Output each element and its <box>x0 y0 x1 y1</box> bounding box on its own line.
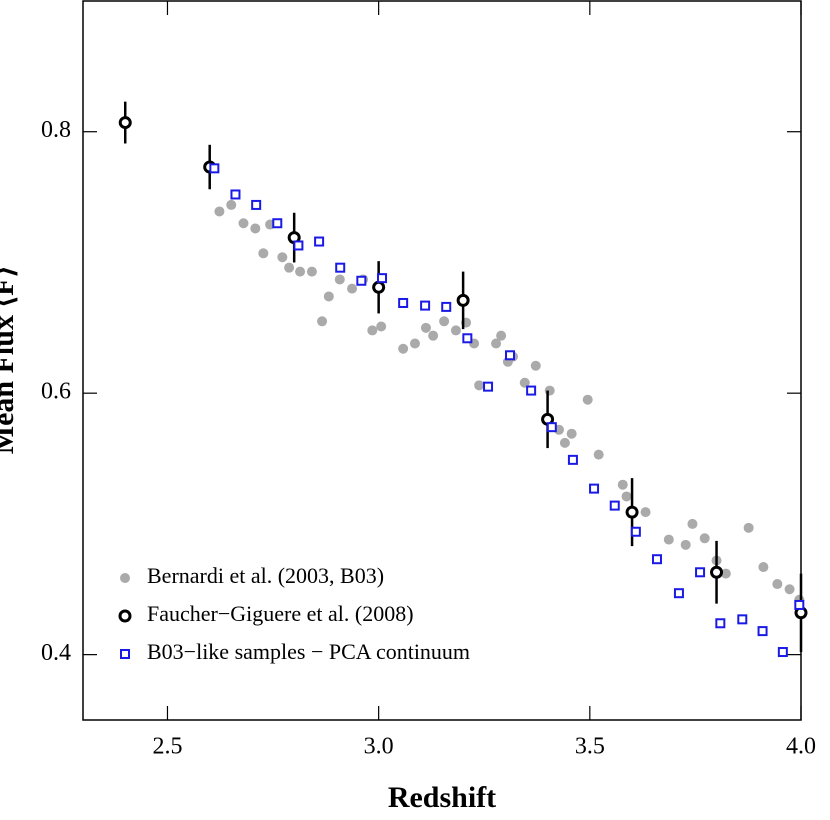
point <box>617 479 628 490</box>
point <box>737 614 748 625</box>
point <box>462 333 473 344</box>
point <box>209 163 220 174</box>
point <box>376 321 387 332</box>
legend-marker <box>120 573 130 583</box>
y-tick-label: 0.4 <box>41 640 71 666</box>
point <box>377 273 388 284</box>
x-tick-label: 4.0 <box>786 734 816 760</box>
point <box>777 647 788 658</box>
point <box>323 291 334 302</box>
point <box>530 360 541 371</box>
point <box>238 218 249 229</box>
point <box>272 218 283 229</box>
point <box>710 565 724 579</box>
point <box>526 385 537 396</box>
point <box>372 280 386 294</box>
point <box>250 223 261 234</box>
point <box>409 338 420 349</box>
point <box>334 274 345 285</box>
point <box>544 385 555 396</box>
point <box>226 199 237 210</box>
point <box>673 588 684 599</box>
point <box>474 380 485 391</box>
point <box>743 522 754 533</box>
point <box>699 533 710 544</box>
point <box>559 437 570 448</box>
point <box>504 350 515 361</box>
legend-marker <box>118 609 132 623</box>
point <box>680 539 691 550</box>
point <box>317 316 328 327</box>
point <box>293 240 304 251</box>
point <box>589 483 600 494</box>
plot-frame <box>82 0 802 721</box>
point <box>720 568 731 579</box>
point <box>450 325 461 336</box>
point <box>772 579 783 590</box>
point <box>456 293 470 307</box>
point <box>258 248 269 259</box>
point <box>428 330 439 341</box>
point <box>757 626 768 637</box>
point <box>295 266 306 277</box>
point <box>398 297 409 308</box>
point <box>546 422 557 433</box>
point <box>519 377 530 388</box>
point <box>367 325 378 336</box>
point <box>496 330 507 341</box>
point <box>214 206 225 217</box>
point <box>715 618 726 629</box>
point <box>663 534 674 545</box>
point <box>794 599 805 610</box>
point <box>118 116 132 130</box>
point <box>251 199 262 210</box>
point <box>784 584 795 595</box>
point <box>335 262 346 273</box>
point <box>566 428 577 439</box>
y-tick-label: 0.6 <box>41 379 71 405</box>
x-axis-label: Redshift <box>388 781 496 814</box>
point <box>625 505 639 519</box>
point <box>420 322 431 333</box>
point <box>398 343 409 354</box>
x-tick-label: 3.0 <box>364 734 394 760</box>
point <box>306 266 317 277</box>
point <box>758 562 769 573</box>
legend-marker <box>120 649 130 659</box>
point <box>651 554 662 565</box>
point <box>284 262 295 273</box>
point <box>567 454 578 465</box>
point <box>441 301 452 312</box>
point <box>356 275 367 286</box>
point <box>621 491 632 502</box>
x-tick-label: 2.5 <box>152 734 182 760</box>
legend-label: Faucher−Giguere et al. (2008) <box>147 601 414 626</box>
point <box>420 300 431 311</box>
point <box>609 500 620 511</box>
y-tick-label: 0.8 <box>41 117 71 143</box>
point <box>491 338 502 349</box>
point <box>314 236 325 247</box>
x-tick-label: 3.5 <box>575 734 605 760</box>
point <box>640 507 651 518</box>
point <box>483 381 494 392</box>
legend-label: B03−like samples − PCA continuum <box>147 639 470 664</box>
legend-label: Bernardi et al. (2003, B03) <box>147 563 384 588</box>
point <box>695 567 706 578</box>
point <box>630 526 641 537</box>
point <box>687 518 698 529</box>
point <box>582 394 593 405</box>
point <box>230 189 241 200</box>
point <box>347 283 358 294</box>
y-axis-label: Mean Flux ⟨F⟩ <box>0 266 20 454</box>
point <box>277 252 288 263</box>
point <box>593 449 604 460</box>
point <box>439 316 450 327</box>
